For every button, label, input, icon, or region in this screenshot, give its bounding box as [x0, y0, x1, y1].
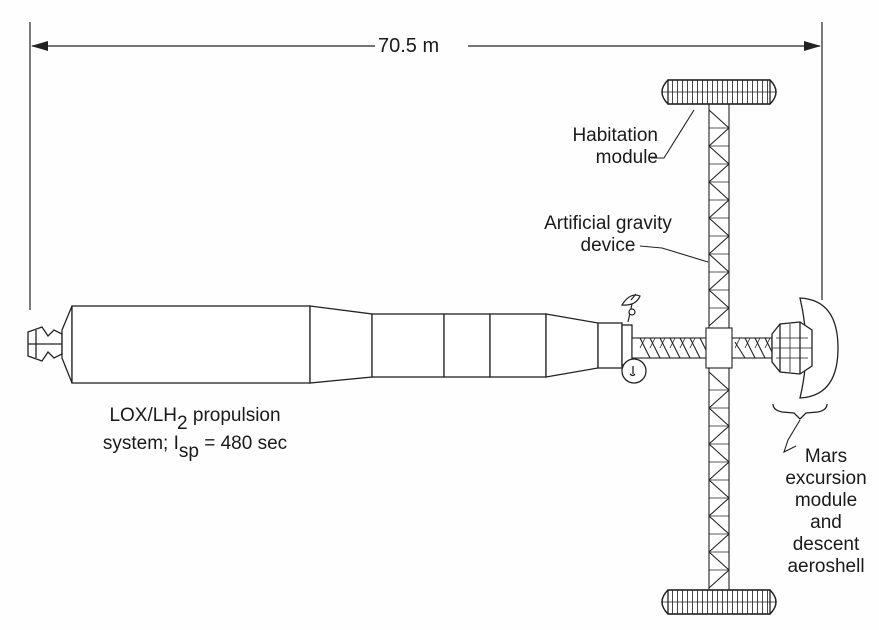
propulsion-line2-tail: = 480 sec: [198, 433, 288, 454]
mars-label-line-1: Mars: [804, 446, 848, 467]
antenna: [620, 293, 641, 323]
habitation-module-bottom: [661, 589, 777, 615]
mars-label-line-6: aeroshell: [787, 556, 865, 577]
propulsion-stage: [27, 305, 633, 384]
mars-label: Mars excursion module and descent aerosh…: [774, 446, 878, 578]
vertical-truss: [705, 101, 733, 593]
gravity-label-line-1: Artificial gravity: [544, 213, 672, 234]
gravity-leader: [639, 245, 709, 263]
dimension-line: [29, 22, 823, 310]
mars-excursion-module: [771, 297, 839, 399]
propulsion-line1-tail: propulsion: [187, 405, 281, 426]
leader-lines: [639, 109, 709, 263]
mars-label-line-5: descent: [792, 534, 860, 555]
propulsion-line2-main: system; I: [102, 433, 179, 454]
habitation-label-line-2: module: [595, 147, 658, 168]
mars-label-line-2: excursion: [785, 468, 867, 489]
propulsion-label-line-1: LOX/LH2 propulsion: [62, 402, 328, 434]
engine-nozzle: [27, 326, 63, 362]
mars-brace: [772, 403, 828, 454]
tank-sphere: [621, 358, 647, 384]
habitation-label: Habitation module: [556, 125, 658, 169]
mars-label-line-3: module: [794, 490, 858, 511]
dimension-label: 70.5 m: [378, 35, 440, 57]
propulsion-line1-main: LOX/LH: [109, 405, 178, 426]
gravity-label-line-2: device: [580, 235, 636, 256]
habitation-leader: [651, 109, 695, 159]
propulsion-label-line-2: system; Isp = 480 sec: [62, 430, 328, 462]
mars-label-line-4: and: [810, 512, 842, 533]
habitation-module-top: [661, 79, 777, 105]
habitation-label-line-1: Habitation: [572, 125, 658, 146]
propulsion-line1-subscript: 2: [177, 413, 188, 434]
propulsion-label: LOX/LH2 propulsion system; Isp = 480 sec: [62, 402, 328, 462]
large-propellant-tank: [71, 305, 311, 384]
gravity-label: Artificial gravity device: [524, 213, 692, 257]
horizontal-truss: [631, 337, 773, 359]
propulsion-line2-subscript: sp: [178, 441, 199, 462]
